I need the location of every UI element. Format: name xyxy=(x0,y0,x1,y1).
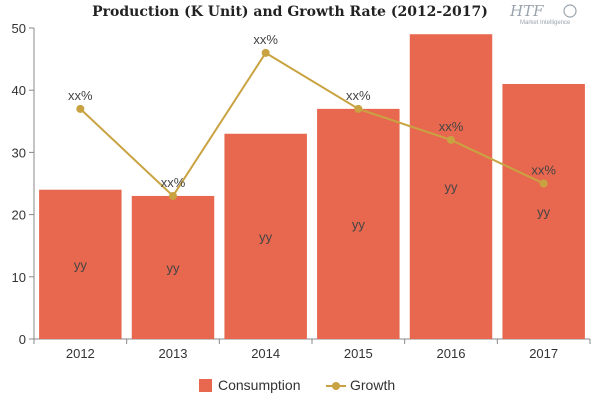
bar-consumption xyxy=(224,133,307,339)
growth-point xyxy=(447,135,455,144)
axes: 0 10 20 30 40 50 2012 2013 2014 2015 2016 2017 xyxy=(12,21,591,361)
chart-title: Production (K Unit) and Growth Rate (201… xyxy=(92,4,488,20)
growth-point xyxy=(261,48,270,57)
growth-data-label: xx% xyxy=(531,163,556,178)
legend: Consumption Growth xyxy=(199,377,395,393)
growth-data-label: xx% xyxy=(161,175,186,190)
y-tick-label: 0 xyxy=(19,332,26,347)
y-tick-label: 50 xyxy=(12,21,26,36)
bar-consumption xyxy=(409,34,493,339)
bar-data-label: yy xyxy=(537,204,551,219)
y-tick-label: 40 xyxy=(12,83,26,98)
x-tick-label: 2015 xyxy=(344,346,373,361)
legend-growth-label: Growth xyxy=(350,377,395,393)
growth-data-label: xx% xyxy=(253,32,278,47)
bars-layer: yy yy yy yy yy yy xyxy=(39,34,585,339)
logo-subtext: Market Intelligence xyxy=(520,20,571,26)
legend-consumption-swatch xyxy=(199,379,212,392)
growth-point xyxy=(354,104,363,113)
y-tick-label: 30 xyxy=(12,145,26,160)
bar-data-label: yy xyxy=(167,260,181,275)
bar-consumption xyxy=(131,195,215,339)
logo-text: HTF xyxy=(509,2,544,20)
bar-consumption xyxy=(317,108,400,339)
x-tick-label: 2012 xyxy=(66,346,95,361)
x-tick-label: 2017 xyxy=(529,346,558,361)
logo-globe-icon xyxy=(563,4,577,18)
x-tick-label: 2014 xyxy=(251,346,280,361)
bar-consumption xyxy=(39,189,122,339)
growth-point xyxy=(539,179,548,188)
growth-data-label: xx% xyxy=(346,88,371,103)
growth-point xyxy=(169,191,177,200)
bar-data-label: yy xyxy=(259,229,273,244)
y-tick-label: 10 xyxy=(12,270,26,285)
legend-growth-marker xyxy=(332,382,340,390)
growth-point xyxy=(76,104,85,113)
bar-data-label: yy xyxy=(352,217,366,232)
legend-consumption-label: Consumption xyxy=(218,377,301,393)
growth-data-label: xx% xyxy=(68,88,93,103)
x-tick-label: 2016 xyxy=(437,346,466,361)
bar-data-label: yy xyxy=(74,257,88,272)
bar-consumption xyxy=(502,83,585,339)
growth-line xyxy=(79,51,545,198)
htf-logo: HTF Market Intelligence xyxy=(509,2,577,26)
y-tick-label: 20 xyxy=(12,208,26,223)
growth-data-label: xx% xyxy=(439,119,464,134)
bar-data-label: yy xyxy=(445,180,459,195)
x-tick-label: 2013 xyxy=(159,346,188,361)
growth-line-layer: xx% xx% xx% xx% xx% xx% xyxy=(68,32,556,200)
